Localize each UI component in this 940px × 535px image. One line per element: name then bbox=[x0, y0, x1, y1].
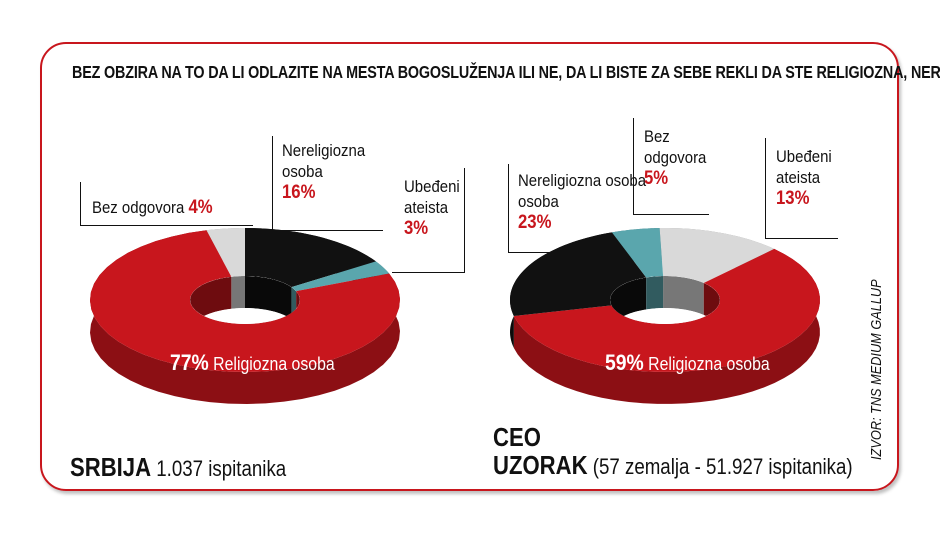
label-ateista-ceo: Ubeđeni ateista 13% bbox=[776, 147, 832, 209]
slice-religiozna-osoba bbox=[513, 248, 820, 372]
callout-box bbox=[80, 182, 253, 226]
source-note: IZVOR: TNS MEDIUM GALLUP bbox=[868, 279, 885, 460]
label-ateista-srbija: Ubeđeni ateista 3% bbox=[404, 177, 460, 239]
slice-nereligiozna-osoba bbox=[245, 228, 376, 288]
slice-bez-odgovora bbox=[206, 228, 245, 277]
label-bez-odgovora-ceo: Bez odgovora 5% bbox=[644, 127, 707, 189]
label-bez-odgovora-srbija: Bez odgovora 4% bbox=[92, 197, 213, 218]
label-religiozna-srbija: 77% Religiozna osoba bbox=[170, 350, 335, 375]
callout-box bbox=[392, 168, 465, 273]
donut-chart-1 bbox=[510, 228, 820, 404]
caption-srbija: SRBIJA 1.037 ispitanika bbox=[70, 452, 287, 482]
label-nereligiozna-srbija: Nereligiozna osoba 16% bbox=[282, 141, 366, 203]
slice-inner-wall bbox=[610, 277, 647, 324]
slice-inner-wall bbox=[245, 276, 292, 320]
slice-religiozna-osoba bbox=[90, 230, 400, 372]
callout-box bbox=[765, 138, 838, 239]
slice-ube-eni-ateista bbox=[659, 228, 775, 283]
callout-box bbox=[272, 136, 383, 231]
donut-chart-0 bbox=[90, 228, 400, 404]
label-nereligiozna-ceo: Nereligiozna osoba osoba 23% bbox=[518, 171, 647, 233]
frame bbox=[40, 42, 899, 491]
slice-inner-wall bbox=[663, 276, 704, 315]
slice-nereligiozna-osoba bbox=[510, 232, 647, 316]
slice-side bbox=[513, 248, 820, 404]
callout-box bbox=[508, 164, 621, 253]
caption-ceo-uzorak: CEO UZORAK (57 zemalja - 51.927 ispitanik… bbox=[493, 422, 853, 480]
slice-inner-wall bbox=[231, 276, 245, 309]
slice-inner-wall bbox=[190, 276, 300, 324]
slice-bez-odgovora bbox=[611, 228, 664, 278]
callout-box bbox=[633, 118, 709, 215]
slice-inner-wall bbox=[646, 276, 664, 310]
slice-ube-eni-ateista bbox=[291, 261, 390, 292]
label-religiozna-ceo: 59% Religiozna osoba bbox=[605, 350, 770, 375]
